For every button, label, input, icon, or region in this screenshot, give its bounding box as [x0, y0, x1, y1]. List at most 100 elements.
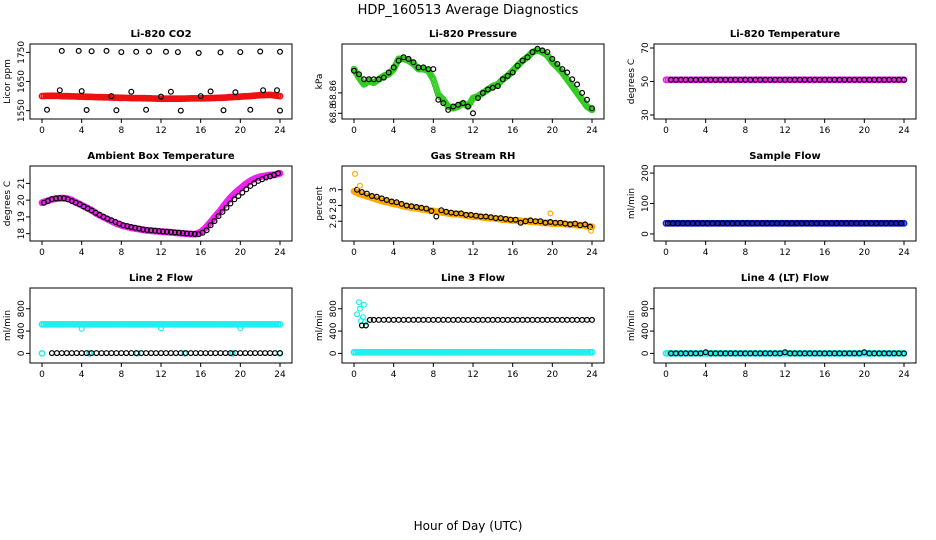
data-point — [56, 87, 63, 94]
y-tick-label: 800 — [17, 300, 27, 317]
data-point — [52, 195, 59, 202]
y-tick-label: 0 — [329, 350, 339, 356]
panel-6: Sample Flow 0 4 8 12 16 20 24 0 100 200 ml/min — [627, 151, 917, 258]
data-point — [153, 350, 160, 357]
data-point — [132, 224, 139, 231]
x-tick-label: 12 — [155, 248, 166, 258]
data-point — [400, 54, 407, 61]
data-point — [158, 325, 165, 332]
data-point — [128, 88, 135, 95]
data-point — [366, 316, 373, 323]
data-point — [175, 229, 182, 236]
x-tick-label: 20 — [235, 370, 247, 380]
data-point — [144, 227, 151, 234]
data-point — [539, 316, 546, 323]
x-tick-label: 12 — [779, 370, 790, 380]
data-point — [276, 92, 284, 100]
data-point — [222, 350, 229, 357]
y-axis-label: degrees C — [3, 181, 13, 226]
panel-title: Ambient Box Temperature — [87, 151, 234, 162]
data-point — [195, 49, 202, 56]
data-point — [519, 316, 526, 323]
data-point — [237, 350, 244, 357]
data-point — [128, 350, 135, 357]
data-point — [479, 316, 486, 323]
data-point — [460, 100, 467, 107]
data-point — [458, 210, 465, 217]
data-point — [564, 69, 571, 76]
data-point — [123, 350, 130, 357]
x-tick-label: 8 — [118, 126, 124, 136]
x-tick-label: 0 — [663, 248, 669, 258]
data-point — [228, 349, 236, 357]
data-point — [435, 96, 442, 103]
data-point — [460, 316, 467, 323]
series-minute-points — [350, 47, 596, 114]
x-tick-label: 20 — [235, 248, 247, 258]
panel-8: Line 3 Flow 0 4 8 12 16 20 24 0 400 800 ml/min — [315, 273, 605, 380]
data-point — [75, 47, 82, 54]
x-tick-label: 24 — [586, 126, 598, 136]
y-tick-label: 800 — [329, 300, 339, 317]
data-point — [390, 64, 397, 71]
data-point — [405, 316, 412, 323]
data-point — [390, 316, 397, 323]
data-point — [120, 222, 127, 229]
x-tick-label: 24 — [586, 248, 598, 258]
x-axis-label: Hour of Day (UTC) — [414, 519, 523, 533]
data-point — [197, 93, 204, 100]
data-point — [583, 316, 590, 323]
data-point — [231, 196, 238, 203]
data-point — [352, 170, 359, 177]
data-point — [48, 196, 55, 203]
data-point — [277, 350, 284, 357]
x-tick-label: 24 — [586, 370, 598, 380]
x-tick-label: 4 — [79, 370, 85, 380]
x-tick-label: 24 — [274, 370, 286, 380]
data-point — [211, 218, 218, 225]
data-point — [158, 93, 165, 100]
data-point — [900, 350, 907, 357]
data-point — [514, 62, 521, 69]
data-point — [465, 103, 472, 110]
series-averages — [664, 220, 904, 227]
series-averages — [48, 350, 284, 357]
data-point — [191, 231, 198, 238]
y-tick-label: 2.8 — [329, 198, 339, 213]
data-point — [276, 169, 284, 177]
data-point — [423, 205, 430, 212]
x-tick-label: 12 — [779, 126, 790, 136]
x-tick-label: 4 — [79, 248, 85, 258]
y-tick-label: 0 — [17, 350, 27, 356]
series-startup-spikes — [354, 299, 368, 326]
data-point — [171, 229, 178, 236]
y-tick-label: 20 — [17, 194, 27, 206]
data-point — [569, 316, 576, 323]
data-point — [489, 316, 496, 323]
data-point — [385, 69, 392, 76]
data-point — [897, 220, 904, 227]
data-point — [410, 316, 417, 323]
x-tick-label: 0 — [39, 370, 45, 380]
y-tick-label: 2.6 — [329, 214, 339, 229]
data-point — [544, 49, 551, 56]
data-point — [177, 107, 184, 114]
x-tick-label: 16 — [819, 370, 831, 380]
data-point — [235, 193, 242, 200]
data-point — [583, 96, 590, 103]
data-point — [113, 107, 120, 114]
data-point — [475, 316, 482, 323]
data-point — [900, 76, 907, 83]
data-point — [499, 316, 506, 323]
data-point — [163, 228, 170, 235]
data-point — [499, 76, 506, 83]
panel-title: Line 4 (LT) Flow — [741, 273, 829, 284]
y-tick-label: 200 — [641, 164, 651, 181]
data-point — [118, 350, 125, 357]
data-point — [252, 350, 259, 357]
data-point — [203, 227, 210, 234]
series-line-flow-dips — [78, 325, 244, 332]
data-point — [247, 350, 254, 357]
y-tick-label: 3 — [329, 187, 339, 193]
data-point — [207, 350, 214, 357]
